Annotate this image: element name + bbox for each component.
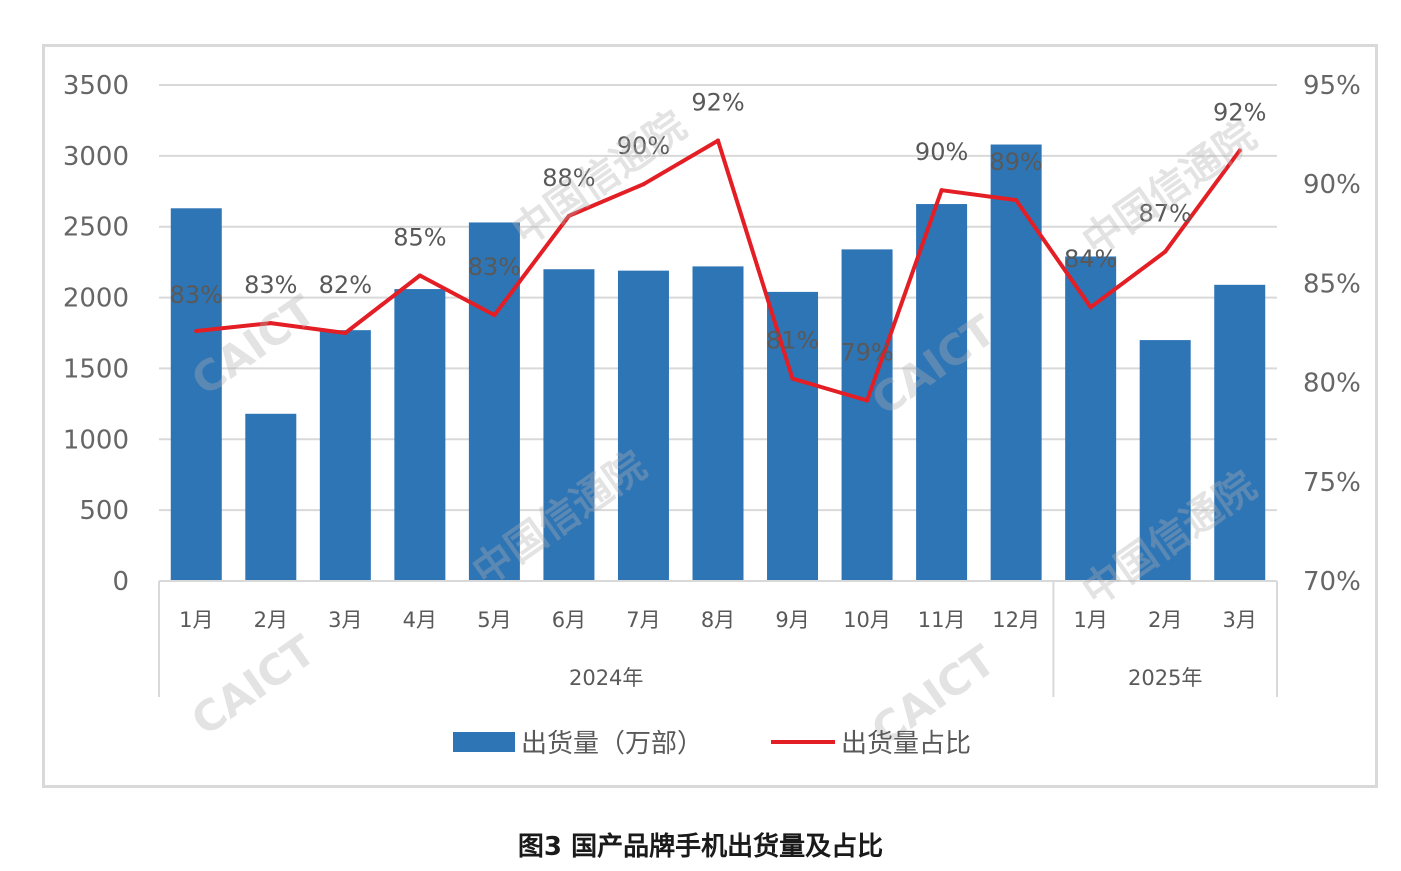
line-point [1088,305,1093,310]
y-left-tick-label: 3500 [63,71,129,101]
figure-caption: 图3 国产品牌手机出货量及占比 [517,832,884,862]
watermark-text: 中国信通院 [504,103,694,255]
bar [1065,256,1117,581]
watermark-text: CAICT [183,625,325,745]
bar [916,204,968,582]
line-data-label: 82% [319,271,372,299]
data-labels: 83% 83% 82% 85% 83% 88% 90% 92% 81% 79% 90% 89% 84% 8… [170,89,1267,367]
x-tick-label: 12月 [992,608,1040,632]
line-data-label: 83% [170,281,223,309]
bar [692,266,744,581]
line-data-label: 84% [1064,245,1117,273]
year-group-label: 2024年 [569,666,643,690]
y-right-tick-label: 85% [1303,269,1361,299]
x-tick-label: 10月 [843,608,891,632]
chart-canvas: 83% 83% 82% 85% 83% 88% 90% 92% 81% 79% 90% 89% 84% 8… [63,71,1361,759]
line-point [1163,249,1168,254]
bar [1214,284,1266,581]
x-tick-label: 2月 [1148,608,1182,632]
y-right-tick-label: 70% [1303,567,1361,597]
line-point [1237,148,1242,153]
line-point [790,376,795,381]
legend-label-bar: 出货量（万部） [521,729,703,759]
x-tick-label: 7月 [626,608,660,632]
line-data-label: 88% [542,164,595,192]
line-point [194,329,199,334]
y-left-tick-label: 1000 [63,425,129,455]
x-tick-label: 2月 [254,608,288,632]
line-data-label: 92% [1213,98,1266,126]
bar [841,249,893,582]
chart-frame: 83% 83% 82% 85% 83% 88% 90% 92% 81% 79% 90% 89% 84% 8… [42,44,1378,788]
line-data-label: 83% [244,271,297,299]
bar [394,289,446,581]
y-right-tick-label: 90% [1303,170,1361,200]
line-data-label: 90% [617,132,670,160]
x-tick-label: 6月 [552,608,586,632]
x-tick-label: 1月 [1073,608,1107,632]
line-point [641,182,646,187]
x-tick-label: 4月 [403,608,437,632]
watermark-text: 中国信通院 [1074,113,1264,265]
x-tick-label: 3月 [328,608,362,632]
bar [543,269,595,581]
line-point [716,138,720,143]
line-data-label: 92% [691,89,744,117]
line-data-label: 87% [1139,200,1192,228]
bar [767,291,819,581]
y-left-tick-label: 0 [112,567,129,597]
line-point [566,213,571,218]
x-tick-label: 1月 [179,608,213,632]
y-right-tick-label: 75% [1303,468,1361,498]
legend: 出货量（万部） 出货量占比 [453,729,971,759]
bar [990,144,1042,581]
line-point [492,313,497,318]
y-right-tick-label: 95% [1303,71,1361,101]
y-left-tick-label: 1500 [63,354,129,384]
line-data-label: 90% [915,138,968,166]
bar [1139,340,1191,581]
line-data-label: 89% [989,148,1042,176]
bar [617,270,669,581]
line-point [268,321,273,326]
y-left-tick-label: 500 [79,496,129,526]
y-left-tick-label: 2000 [63,284,129,314]
line-data-label: 83% [468,253,521,281]
axes: 0 500 1000 1500 2000 2500 3000 3500 70% 75% 80% 85%… [63,71,1361,697]
line-point [1014,198,1019,203]
line-series [194,138,1242,403]
bar [319,330,371,581]
bar-series [170,144,1266,582]
line-point [417,273,422,278]
bar [468,222,520,581]
y-left-tick-label: 3000 [63,142,129,172]
line-data-label: 79% [840,338,893,366]
year-group-label: 2025年 [1128,666,1202,690]
x-tick-label: 8月 [701,608,735,632]
legend-label-line: 出货量占比 [841,729,971,759]
bar [170,208,222,581]
legend-swatch-bar [453,732,515,752]
line-data-label: 81% [766,327,819,355]
x-tick-label: 3月 [1223,608,1257,632]
line-data-label: 85% [393,223,446,251]
x-tick-label: 11月 [918,608,966,632]
line-point [939,188,944,193]
line-point [865,398,870,403]
x-tick-label: 9月 [775,608,809,632]
bar [245,413,297,581]
line-point [343,331,348,335]
y-left-tick-label: 2500 [63,213,129,243]
x-tick-label: 5月 [477,608,511,632]
y-right-tick-label: 80% [1303,369,1361,399]
